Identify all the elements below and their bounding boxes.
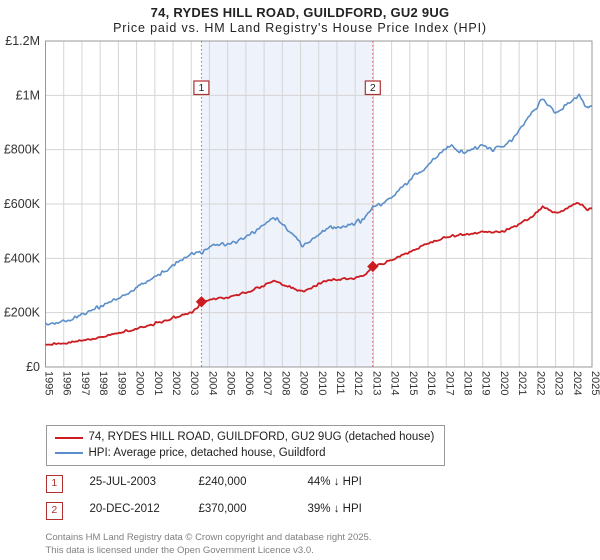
svg-text:2022: 2022 (534, 371, 546, 395)
svg-text:2016: 2016 (425, 371, 437, 395)
svg-text:2000: 2000 (134, 371, 146, 395)
svg-text:£0: £0 (26, 360, 40, 374)
svg-text:2010: 2010 (316, 371, 328, 395)
svg-text:2003: 2003 (188, 371, 200, 395)
svg-text:1996: 1996 (61, 371, 73, 395)
svg-text:2: 2 (370, 82, 376, 94)
svg-text:£400K: £400K (4, 251, 41, 265)
svg-text:£200K: £200K (4, 306, 41, 320)
svg-text:2012: 2012 (352, 371, 364, 395)
svg-text:2015: 2015 (407, 371, 419, 395)
svg-text:2021: 2021 (516, 371, 528, 395)
svg-text:2013: 2013 (370, 371, 382, 395)
svg-text:2002: 2002 (170, 371, 182, 395)
svg-text:2007: 2007 (261, 371, 273, 395)
svg-text:1: 1 (198, 82, 204, 94)
svg-text:2001: 2001 (152, 371, 164, 395)
svg-text:2018: 2018 (461, 371, 473, 395)
svg-text:2017: 2017 (443, 371, 455, 395)
svg-text:2014: 2014 (389, 371, 401, 395)
svg-text:2019: 2019 (480, 371, 492, 395)
svg-text:£1M: £1M (16, 88, 40, 102)
svg-text:1995: 1995 (43, 371, 55, 395)
svg-text:1997: 1997 (79, 371, 91, 395)
svg-text:2020: 2020 (498, 371, 510, 395)
svg-text:1999: 1999 (115, 371, 127, 395)
svg-text:2005: 2005 (225, 371, 237, 395)
svg-text:2024: 2024 (571, 371, 583, 395)
svg-text:1998: 1998 (97, 371, 109, 395)
svg-text:2006: 2006 (243, 371, 255, 395)
svg-text:£800K: £800K (4, 143, 41, 157)
svg-text:2011: 2011 (334, 371, 346, 395)
svg-text:2023: 2023 (553, 371, 565, 395)
svg-text:2025: 2025 (589, 371, 600, 395)
svg-text:2004: 2004 (206, 371, 218, 395)
svg-text:£600K: £600K (4, 197, 41, 211)
svg-text:2008: 2008 (279, 371, 291, 395)
svg-text:£1.2M: £1.2M (5, 34, 40, 48)
svg-text:2009: 2009 (298, 371, 310, 395)
